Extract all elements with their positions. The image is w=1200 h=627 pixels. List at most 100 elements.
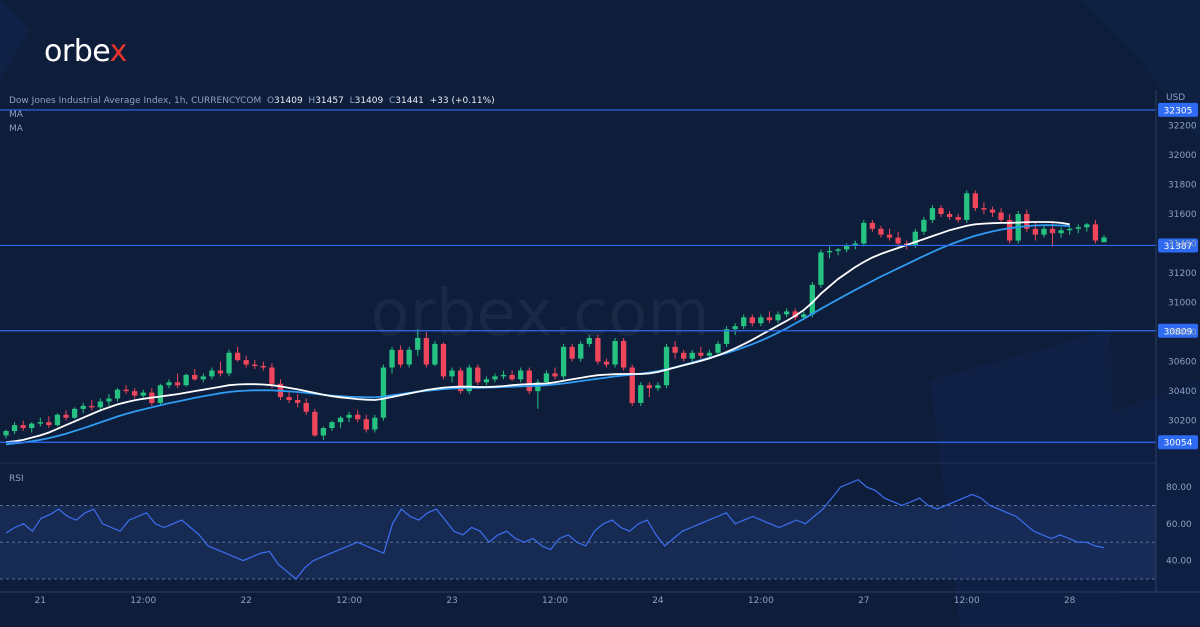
orbex-logo: orbex: [44, 34, 127, 69]
ma-slow-line: [5, 224, 1070, 446]
candle: [775, 311, 781, 324]
candle: [192, 369, 198, 381]
rsi-label[interactable]: RSI: [9, 474, 24, 484]
candle: [29, 422, 35, 433]
candle-body: [912, 231, 918, 245]
price-tick-label: 31600: [1168, 210, 1197, 220]
candle-body: [1067, 228, 1073, 231]
candle: [157, 383, 164, 405]
candle: [380, 364, 387, 421]
candle: [792, 308, 798, 321]
candle: [406, 346, 412, 368]
candle-body: [106, 398, 112, 402]
candle: [174, 373, 181, 389]
candle: [518, 367, 524, 383]
candle-body: [406, 349, 412, 365]
candle-body: [3, 431, 9, 436]
candle: [277, 379, 284, 400]
ma-fast-label[interactable]: MA: [9, 110, 23, 120]
time-tick-label: 28: [1064, 596, 1076, 606]
candle: [998, 208, 1004, 223]
ma-slow-label[interactable]: MA: [9, 124, 23, 134]
candle-body: [260, 366, 267, 368]
close-value: 31441: [395, 96, 424, 106]
candle-body: [775, 314, 781, 321]
candle: [921, 216, 927, 235]
low-label: L: [349, 96, 355, 106]
candle: [475, 364, 481, 386]
price-tick-label: 30200: [1168, 417, 1197, 427]
candle: [620, 338, 627, 371]
candle-body: [303, 402, 309, 412]
candle: [912, 228, 918, 248]
candle: [114, 388, 121, 402]
candle: [749, 314, 755, 327]
candle: [294, 394, 301, 408]
candle: [835, 247, 841, 256]
price-tick-label: 31400: [1168, 240, 1197, 250]
candle-body: [372, 417, 378, 430]
candle: [54, 413, 61, 427]
candle: [89, 400, 95, 411]
logo-text: orbe: [44, 34, 110, 69]
time-tick-label: 24: [652, 596, 664, 606]
candle-body: [243, 360, 249, 365]
candle-body: [698, 352, 704, 356]
candle-body: [895, 237, 901, 244]
candle: [3, 429, 9, 439]
candle-body: [732, 326, 738, 330]
candle: [560, 343, 567, 380]
candle-body: [921, 219, 927, 232]
candle: [1084, 222, 1090, 232]
candle-body: [46, 422, 52, 426]
price-tick-label: 30600: [1168, 358, 1197, 368]
candle-body: [1006, 219, 1013, 241]
candle: [483, 376, 490, 386]
candle: [869, 219, 876, 232]
candle-body: [646, 385, 653, 389]
candle: [415, 329, 421, 356]
candle: [732, 323, 738, 336]
price-tick-label: 31000: [1168, 299, 1197, 309]
high-label: H: [308, 96, 316, 106]
candle-body: [483, 379, 490, 383]
candle-body: [749, 317, 755, 324]
candle: [989, 206, 996, 217]
candle: [457, 367, 464, 395]
candle-body: [1041, 228, 1047, 235]
candle: [758, 314, 764, 327]
candle: [509, 370, 515, 381]
candle: [672, 340, 678, 359]
candle: [783, 308, 790, 318]
candle: [11, 422, 18, 434]
candle-body: [946, 214, 953, 217]
candle: [200, 373, 206, 383]
candle-body: [449, 370, 455, 377]
candle: [698, 346, 704, 359]
candle: [106, 394, 112, 406]
candle-body: [166, 382, 172, 386]
candle: [337, 416, 344, 429]
candle: [938, 205, 944, 217]
level-tag: [1158, 435, 1198, 450]
candle: [500, 370, 507, 380]
candle-body: [440, 343, 447, 377]
candle: [397, 345, 404, 368]
candle: [423, 332, 429, 368]
candle: [166, 379, 172, 389]
candle: [389, 346, 395, 374]
candle-body: [715, 343, 721, 353]
candle: [432, 340, 438, 367]
candle: [363, 414, 369, 433]
time-tick-label: 27: [858, 596, 869, 606]
logo-x: x: [109, 34, 128, 69]
candle: [689, 349, 695, 362]
candle-body: [826, 250, 833, 253]
candle: [595, 335, 601, 365]
candle-body: [415, 338, 421, 350]
rsi-line: [5, 479, 1105, 580]
change-value: +33 (+0.11%): [429, 96, 495, 106]
candle-body: [63, 414, 69, 418]
candle: [260, 361, 267, 371]
